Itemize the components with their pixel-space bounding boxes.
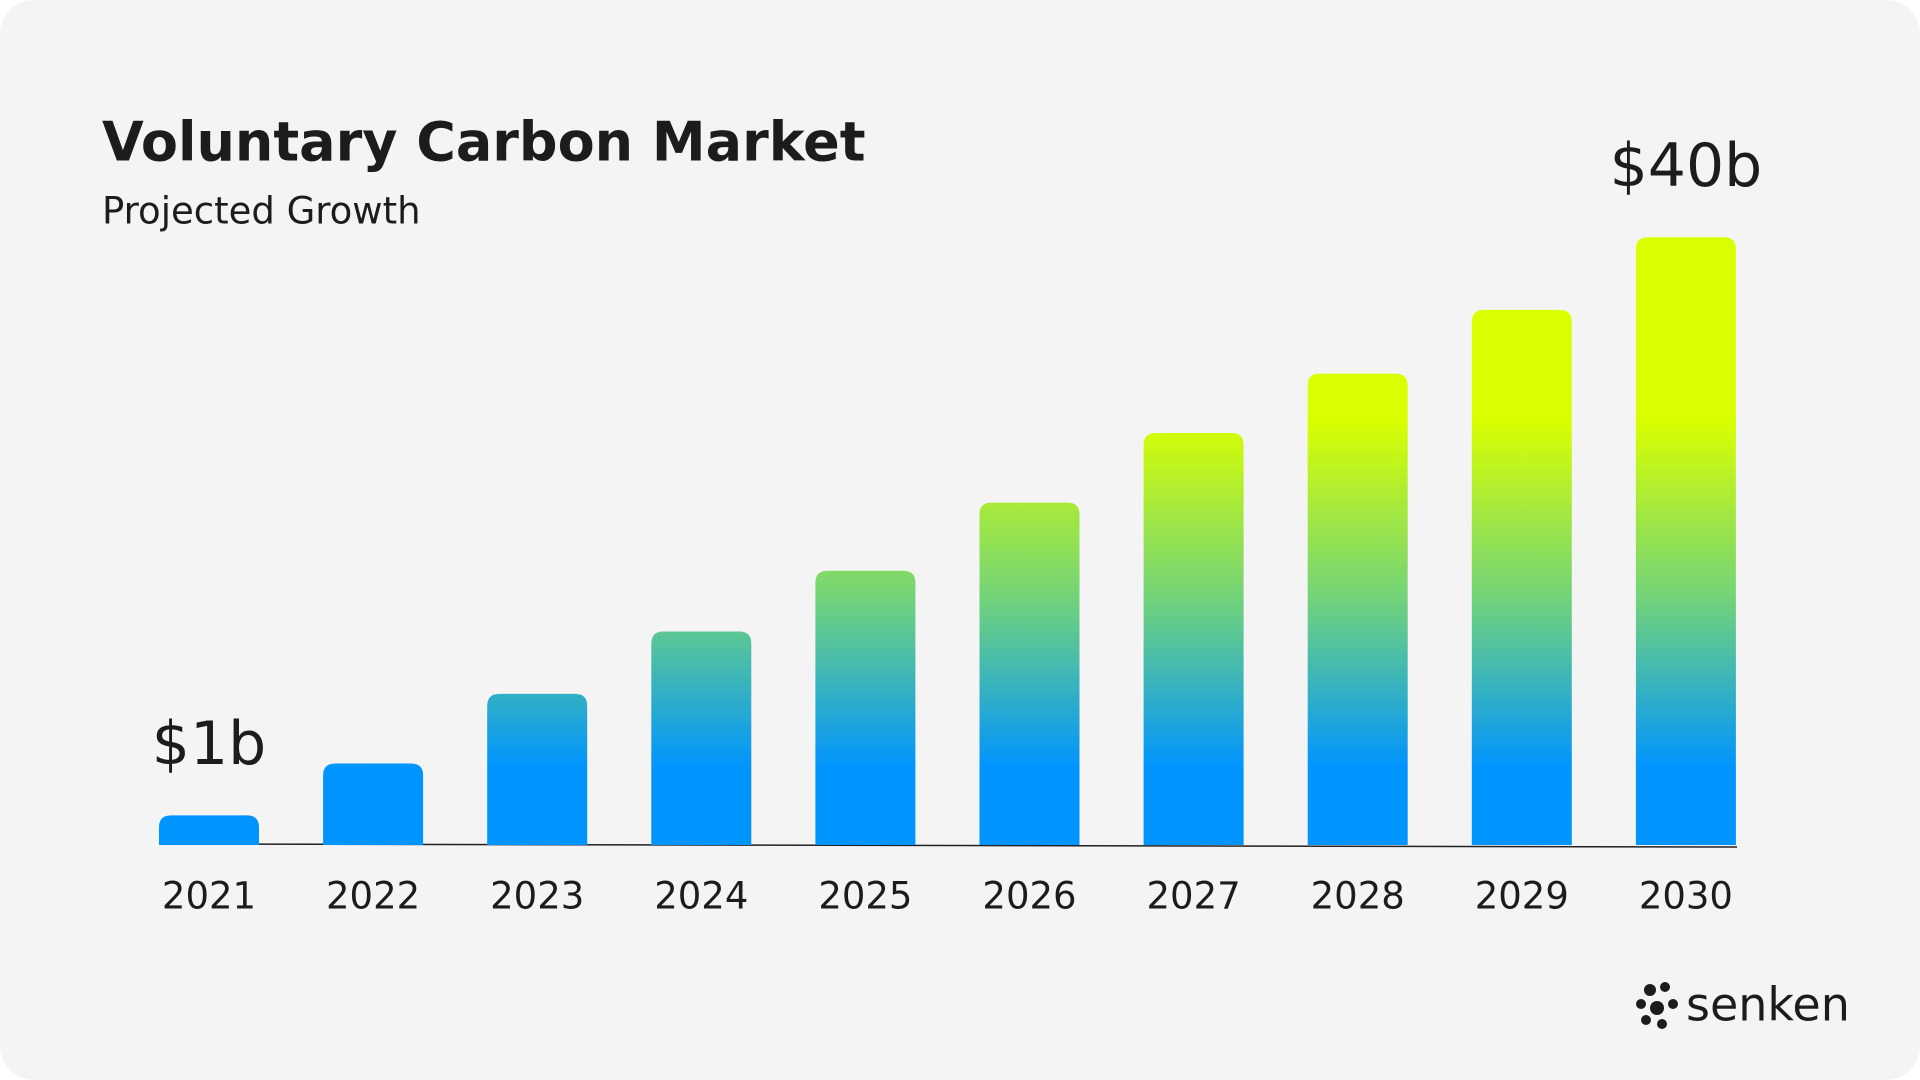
brand-name: senken bbox=[1686, 978, 1850, 1032]
bar bbox=[1471, 309, 1572, 845]
bar bbox=[323, 763, 424, 845]
bar bbox=[1307, 373, 1408, 845]
x-tick-label: 2030 bbox=[1639, 875, 1733, 918]
x-tick-label: 2022 bbox=[326, 875, 420, 918]
bar bbox=[815, 570, 916, 845]
x-tick-label: 2025 bbox=[818, 875, 912, 918]
value-label: $40b bbox=[1610, 131, 1763, 201]
x-tick-label: 2027 bbox=[1147, 875, 1241, 918]
value-label: $1b bbox=[152, 709, 266, 779]
x-tick-label: 2029 bbox=[1475, 875, 1569, 918]
bar bbox=[651, 631, 752, 845]
bar bbox=[1635, 237, 1736, 846]
x-tick-label: 2023 bbox=[490, 875, 584, 918]
x-tick-label: 2026 bbox=[982, 875, 1076, 918]
bar bbox=[487, 693, 588, 845]
chart-title: Voluntary Carbon Market bbox=[102, 111, 866, 174]
bar bbox=[159, 815, 259, 845]
bar bbox=[1143, 432, 1244, 845]
brand-logo bbox=[1636, 982, 1678, 1029]
x-tick-label: 2028 bbox=[1311, 875, 1405, 918]
x-tick-label: 2024 bbox=[654, 875, 748, 918]
bar bbox=[979, 502, 1080, 845]
chart-subtitle: Projected Growth bbox=[102, 190, 421, 233]
x-tick-label: 2021 bbox=[162, 875, 256, 918]
